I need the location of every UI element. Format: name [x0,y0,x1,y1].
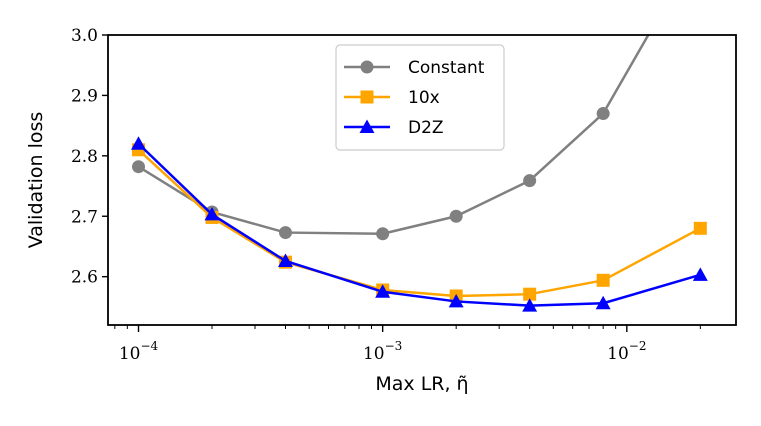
series-line [137,142,701,307]
axes-layer: 2.6 2.7 2.8 2.9 3.0 10−4 10−3 10−2 [71,26,701,364]
legend-label: D2Z [408,118,444,138]
data-point [132,160,146,174]
legend-item-constant: Constant [344,58,485,78]
data-point [279,226,293,240]
legend-item-10x: 10x [344,88,440,108]
y-tick-label: 2.6 [71,268,98,288]
series-d2z [131,136,708,312]
legend: Constant 10x D2Z [335,44,505,151]
legend-item-d2z: D2Z [344,118,444,138]
y-tick-label: 2.7 [71,207,98,227]
y-tick-label: 2.8 [71,147,98,167]
x-tick-label: 10−3 [363,339,402,364]
data-point [523,287,537,301]
data-point [596,273,610,287]
legend-label: 10x [408,88,440,108]
data-point [522,298,538,312]
data-point [595,295,611,310]
data-point [131,136,146,150]
legend-marker [360,60,374,74]
x-tick-label: 10−4 [119,339,159,364]
legend-label: Constant [408,58,485,78]
y-tick-label: 3.0 [71,26,98,46]
series-line [137,148,701,298]
data-point [278,253,293,267]
data-point [376,227,390,241]
series-line [137,35,650,236]
legend-box [335,44,505,151]
series-10x [132,143,707,303]
x-axis-title: Max LR, η̃ [375,373,468,395]
legend-marker [359,119,375,133]
y-axis-title: Validation loss [25,112,47,249]
data-point [448,293,464,308]
data-point [523,174,537,188]
plot-area-frame [107,34,737,326]
legend-marker [360,90,374,104]
data-point [693,221,707,235]
data-point [692,267,708,281]
series-layer [131,35,708,312]
y-tick-label: 2.9 [71,86,98,106]
data-point [596,107,610,121]
series-constant [132,35,650,241]
data-point [449,209,463,223]
data-point [204,206,220,221]
x-tick-label: 10−2 [607,339,646,364]
data-point [375,284,391,298]
